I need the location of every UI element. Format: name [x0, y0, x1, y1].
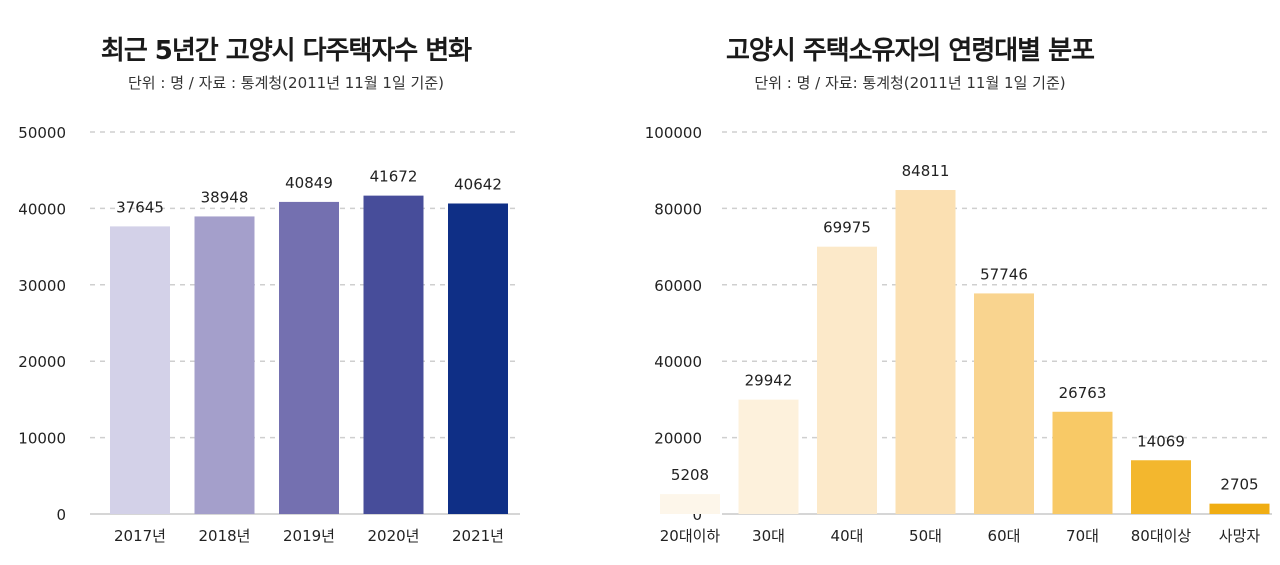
chart-multi-homeowners: 최근 5년간 고양시 다주택자수 변화 단위 : 명 / 자료 : 통계청(20… — [18, 36, 520, 545]
bar — [660, 494, 720, 514]
data-label: 37645 — [116, 198, 164, 216]
bar — [1052, 411, 1113, 514]
y-tick-label: 40000 — [654, 353, 702, 371]
y-tick-label: 20000 — [654, 430, 702, 448]
x-tick-label: 70대 — [1066, 527, 1099, 545]
data-label: 14069 — [1137, 432, 1185, 450]
chart-title: 고양시 주택소유자의 연령대별 분포 — [726, 36, 1095, 66]
data-label: 2705 — [1220, 476, 1258, 494]
x-tick-label: 2017년 — [114, 527, 166, 545]
x-tick-label: 40대 — [831, 527, 864, 545]
x-tick-label: 2019년 — [283, 527, 335, 545]
y-tick-label: 60000 — [654, 277, 702, 295]
x-tick-label: 30대 — [752, 527, 785, 545]
y-tick-label: 50000 — [18, 124, 66, 142]
x-tick-label: 사망자 — [1219, 527, 1261, 545]
x-tick-label: 20대이하 — [660, 527, 721, 545]
bar — [817, 246, 877, 514]
data-label: 38948 — [201, 188, 249, 206]
bar-chart-plot: 0 20000 40000 60000 80000 100000 5208 20대이하 2994… — [645, 124, 1272, 545]
data-label: 40849 — [285, 174, 333, 192]
bar — [1131, 460, 1191, 514]
chart-subtitle: 단위 : 명 / 자료 : 통계청(2011년 11월 1일 기준) — [128, 74, 444, 92]
data-label: 40642 — [454, 175, 502, 193]
y-tick-label: 0 — [56, 506, 66, 524]
data-label: 29942 — [745, 372, 793, 390]
bar — [110, 226, 170, 514]
y-tick-label: 10000 — [18, 430, 66, 448]
bar — [363, 195, 424, 514]
y-tick-label: 20000 — [18, 353, 66, 371]
data-label: 5208 — [671, 466, 709, 484]
bar — [448, 203, 508, 514]
y-tick-label: 80000 — [654, 200, 702, 218]
x-tick-label: 2018년 — [199, 527, 251, 545]
bar — [974, 293, 1034, 514]
chart-owner-age-distribution: 고양시 주택소유자의 연령대별 분포 단위 : 명 / 자료: 통계청(2011… — [640, 0, 1280, 565]
bar — [279, 201, 339, 514]
data-label: 57746 — [980, 265, 1028, 283]
data-label: 26763 — [1059, 384, 1107, 402]
x-tick-label: 80대이상 — [1131, 527, 1192, 545]
x-tick-label: 2021년 — [452, 527, 504, 545]
chart-subtitle: 단위 : 명 / 자료: 통계청(2011년 11월 1일 기준) — [754, 74, 1066, 92]
bar — [194, 216, 255, 514]
y-tick-label: 40000 — [18, 200, 66, 218]
bar — [895, 190, 956, 514]
y-tick-label: 30000 — [18, 277, 66, 295]
x-tick-label: 2020년 — [368, 527, 420, 545]
data-label: 41672 — [370, 168, 418, 186]
chart-title: 최근 5년간 고양시 다주택자수 변화 — [100, 36, 472, 66]
x-tick-label: 50대 — [909, 527, 942, 545]
data-label: 69975 — [823, 219, 871, 237]
bar-chart-plot: 0 10000 20000 30000 40000 50000 37645 2017년 3894… — [18, 124, 520, 545]
bar — [1209, 503, 1270, 514]
y-tick-label: 0 — [692, 506, 702, 524]
bar — [738, 399, 799, 514]
x-tick-label: 60대 — [988, 527, 1021, 545]
data-label: 84811 — [902, 162, 950, 180]
y-tick-label: 100000 — [645, 124, 702, 142]
